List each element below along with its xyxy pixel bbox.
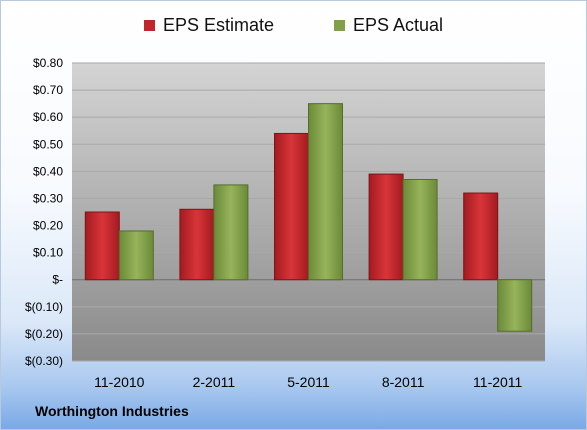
legend-label-estimate: EPS Estimate — [162, 15, 274, 35]
bar-estimate-2-2011 — [179, 208, 215, 281]
bar-actual-5-2011 — [308, 103, 343, 281]
x-tick-label: 8-2011 — [382, 374, 425, 390]
legend-item-estimate: EPS Estimate — [143, 15, 274, 36]
bar-actual-2-2011 — [213, 184, 249, 281]
bars — [84, 103, 533, 332]
legend-label-actual: EPS Actual — [352, 15, 444, 35]
y-tick-label: $0.30 — [33, 191, 63, 205]
legend-swatch-actual — [333, 20, 345, 31]
y-tick-label: $0.70 — [33, 83, 63, 97]
y-tick-label: $(0.10) — [25, 300, 63, 314]
legend: EPS Estimate EPS Actual — [1, 15, 586, 36]
y-tick-label: $- — [52, 273, 63, 287]
y-tick-label: $0.40 — [33, 164, 63, 178]
y-tick-label: $0.80 — [33, 56, 63, 70]
y-tick-label: $0.60 — [33, 110, 63, 124]
y-tick-label: $0.10 — [33, 246, 63, 260]
y-axis-ticks: $0.80 $0.70 $0.60 $0.50 $0.40 $0.30 $0.20 $0.10… — [25, 56, 63, 368]
legend-swatch-estimate — [143, 20, 155, 31]
x-tick-label: 11-2011 — [473, 374, 523, 390]
legend-item-actual: EPS Actual — [333, 15, 444, 36]
x-axis-ticks: 11-2010 2-2011 5-2011 8-2011 11-2011 — [94, 374, 522, 390]
x-tick-label: 5-2011 — [287, 374, 330, 390]
bar-estimate-5-2011 — [274, 132, 309, 281]
bar-estimate-11-2010 — [84, 211, 120, 281]
bar-actual-8-2011 — [402, 178, 438, 281]
x-tick-label: 11-2010 — [94, 374, 145, 390]
bar-actual-11-2011 — [497, 279, 533, 332]
y-tick-label: $0.50 — [33, 137, 63, 151]
bar-actual-11-2010 — [118, 230, 154, 281]
bar-estimate-8-2011 — [368, 173, 404, 281]
y-tick-label: $(0.30) — [25, 354, 63, 368]
company-name: Worthington Industries — [35, 403, 189, 419]
y-tick-label: $0.20 — [33, 219, 63, 233]
x-tick-label: 2-2011 — [193, 374, 236, 390]
y-tick-label: $(0.20) — [25, 327, 63, 341]
bar-estimate-11-2011 — [463, 192, 499, 281]
